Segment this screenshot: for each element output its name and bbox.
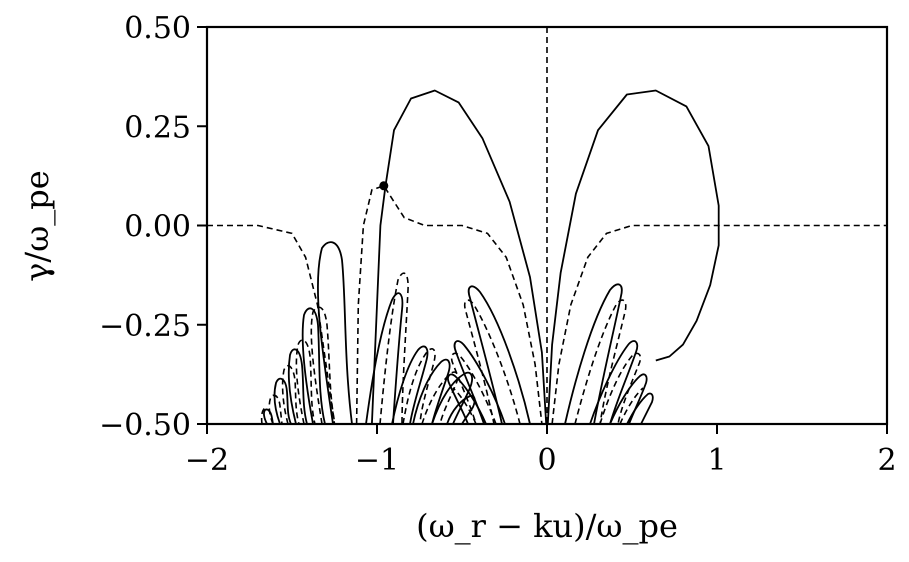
lobe-solid (316, 241, 353, 425)
y-tick-label: −0.50 (99, 408, 191, 443)
lobe-solid (467, 285, 531, 425)
x-axis-label: (ω_r − ku)/ω_pe (416, 507, 678, 545)
series-solid-line (546, 89, 720, 425)
lobe-solid (301, 307, 326, 425)
lobe-dashed (452, 387, 477, 425)
y-tick-label: 0.25 (124, 110, 191, 145)
lobe-solid (564, 283, 623, 425)
lobe-dashed (402, 348, 436, 425)
plot-area (207, 27, 887, 425)
lobe-solid (609, 373, 648, 425)
series-layer (207, 27, 887, 425)
series-dashed-line (551, 224, 887, 425)
lobe-solid (453, 340, 506, 425)
y-tick-label: −0.25 (99, 309, 191, 344)
series-dashed-line (207, 224, 336, 425)
lobe-dashed (281, 364, 300, 425)
y-axis: 0.50 0.25 0.00 −0.25 −0.50 (99, 11, 207, 443)
lobe-dashed (379, 272, 409, 425)
y-axis-label: γ/ω_pe (18, 170, 56, 281)
x-axis: −2 −1 0 1 2 (185, 424, 897, 478)
x-tick-label: −2 (185, 443, 229, 478)
lobe-dashed (450, 352, 497, 425)
y-tick-label: 0.00 (124, 210, 191, 245)
lobe-dashed (260, 407, 266, 425)
x-tick-label: 1 (707, 443, 726, 478)
lobe-solid (391, 345, 429, 425)
lobe-solid (589, 340, 639, 425)
lobe-dashed (619, 387, 644, 425)
series-solid-line (384, 89, 548, 425)
lobe-solid (447, 373, 487, 425)
lobe-dashed (599, 352, 642, 425)
lobe-solid (626, 392, 654, 425)
lobe-solid (263, 408, 274, 425)
lobe-solid (412, 358, 451, 425)
lobe-dashed (295, 339, 316, 425)
series-dashed-line (355, 185, 543, 425)
lobe-solid (287, 348, 308, 425)
x-tick-label: 2 (877, 443, 896, 478)
x-tick-label: −1 (355, 443, 399, 478)
lobe-dashed (310, 306, 336, 425)
series-solid-line (371, 185, 387, 425)
marker-point (379, 181, 389, 191)
dashed-lobes (260, 272, 644, 425)
y-tick-label: 0.50 (124, 11, 191, 46)
lobe-dashed (574, 299, 627, 425)
x-tick-label: 0 (537, 443, 556, 478)
